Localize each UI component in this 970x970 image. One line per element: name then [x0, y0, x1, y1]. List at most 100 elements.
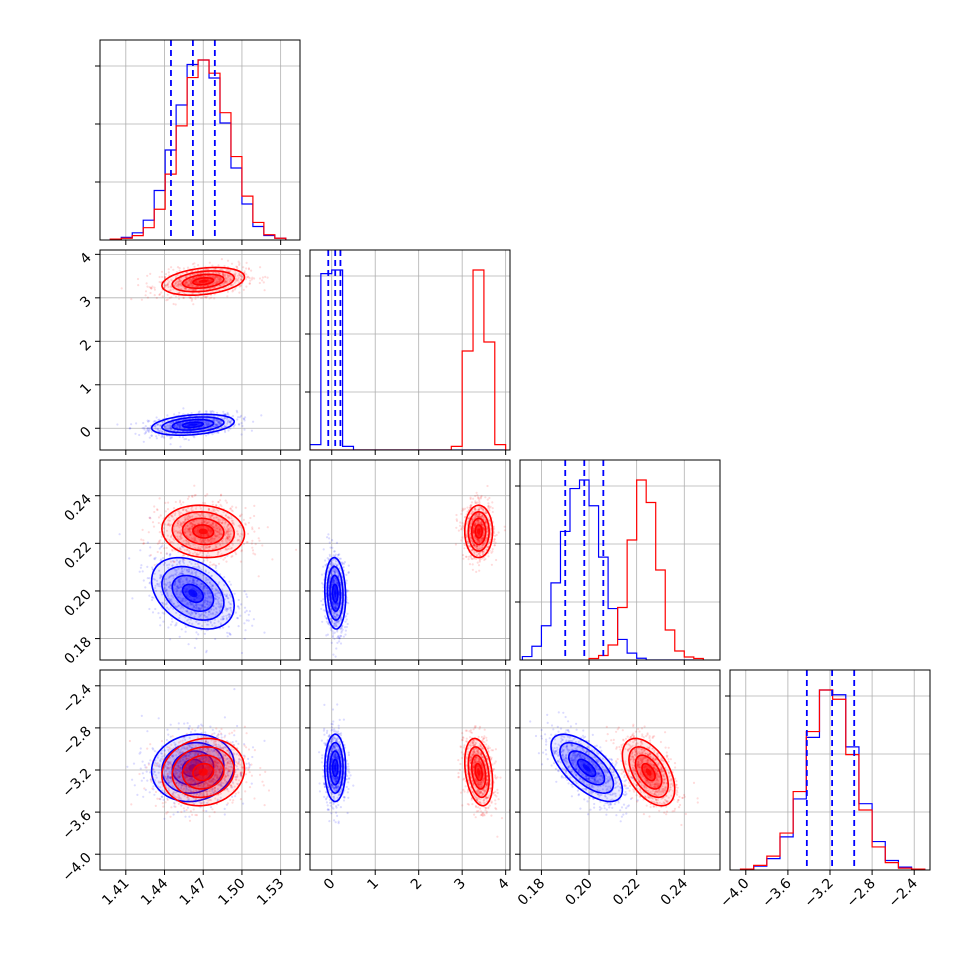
scatter-point — [184, 276, 187, 279]
scatter-point — [199, 607, 202, 611]
scatter-point — [322, 598, 325, 601]
scatter-point — [238, 416, 242, 419]
scatter-point — [226, 533, 229, 536]
scatter-point — [153, 557, 156, 560]
scatter-point — [190, 515, 193, 518]
scatter-point — [235, 553, 238, 556]
scatter-point — [229, 277, 232, 280]
scatter-point — [212, 410, 215, 413]
scatter-point — [130, 298, 133, 301]
scatter-point — [186, 266, 190, 269]
scatter-point — [188, 527, 192, 530]
scatter-point — [178, 577, 181, 580]
scatter-point — [179, 424, 182, 427]
scatter-point — [163, 283, 166, 286]
scatter-point — [218, 276, 222, 279]
scatter-point — [215, 524, 218, 528]
scatter-point — [335, 541, 339, 545]
scatter-point — [320, 573, 324, 576]
scatter-point — [163, 578, 166, 581]
scatter-point — [197, 565, 200, 569]
scatter-point — [207, 509, 211, 512]
scatter-point — [212, 419, 215, 422]
scatter-point — [188, 296, 191, 299]
scatter-point — [141, 528, 144, 532]
scatter-point — [200, 545, 203, 549]
scatter-point — [190, 603, 193, 606]
scatter-point — [186, 570, 189, 573]
scatter-point — [177, 586, 180, 590]
scatter-point — [238, 538, 241, 542]
scatter-point — [227, 429, 230, 432]
scatter-point — [202, 603, 205, 606]
scatter-point — [188, 580, 191, 583]
scatter-point — [223, 281, 226, 284]
scatter-point — [245, 541, 248, 544]
scatter-point — [217, 518, 220, 521]
scatter-point — [189, 531, 192, 534]
scatter-point — [328, 553, 331, 556]
scatter-point — [206, 493, 209, 496]
scatter-point — [184, 630, 187, 633]
scatter-point — [206, 422, 209, 425]
scatter-point — [205, 546, 209, 549]
scatter-point — [178, 510, 181, 513]
contour-level-0 — [192, 524, 215, 539]
scatter-point — [208, 595, 211, 599]
scatter-point — [203, 601, 206, 604]
scatter-point — [237, 423, 240, 426]
scatter-point — [330, 641, 333, 645]
scatter-point — [183, 291, 186, 295]
scatter-point — [177, 519, 180, 522]
contour-level-0 — [192, 277, 215, 286]
scatter-point — [237, 276, 240, 279]
scatter-point — [188, 278, 191, 282]
scatter-point — [166, 283, 169, 286]
scatter-point — [191, 611, 194, 614]
scatter-point — [204, 546, 207, 549]
scatter-point — [335, 621, 338, 624]
scatter-point — [238, 526, 242, 529]
scatter-point — [219, 422, 222, 425]
scatter-point — [178, 617, 181, 620]
scatter-point — [214, 535, 217, 538]
scatter-point — [208, 513, 211, 516]
scatter-point — [239, 284, 243, 287]
scatter-point — [153, 419, 157, 423]
scatter-point — [224, 413, 227, 416]
scatter-point — [338, 557, 341, 560]
scatter-point — [146, 419, 149, 422]
scatter-point — [177, 423, 180, 427]
scatter-point — [217, 277, 220, 280]
scatter-point — [172, 560, 175, 564]
scatter-point — [157, 521, 160, 525]
scatter-point — [219, 604, 222, 608]
scatter-point — [183, 558, 186, 562]
scatter-point — [158, 531, 161, 534]
scatter-point — [184, 517, 187, 521]
scatter-point — [216, 275, 219, 278]
scatter-point — [337, 553, 340, 557]
scatter-point — [159, 559, 162, 562]
scatter-point — [175, 623, 178, 626]
scatter-point — [251, 624, 254, 627]
scatter-point — [191, 495, 194, 498]
scatter-point — [219, 622, 222, 625]
scatter-point — [260, 414, 263, 417]
scatter-point — [146, 285, 149, 288]
scatter-point — [187, 278, 190, 281]
scatter-point — [208, 297, 211, 300]
scatter-point — [207, 589, 210, 593]
scatter-point — [238, 285, 241, 288]
scatter-point — [343, 561, 346, 564]
scatter-point — [214, 606, 217, 609]
scatter-point — [228, 527, 231, 531]
scatter-point — [214, 516, 218, 519]
scatter-point — [159, 616, 162, 619]
scatter-point — [177, 573, 180, 576]
scatter-point — [220, 533, 223, 536]
scatter-point — [331, 603, 335, 606]
scatter-point — [182, 583, 185, 586]
scatter-point — [184, 287, 187, 290]
scatter-point — [327, 533, 330, 536]
